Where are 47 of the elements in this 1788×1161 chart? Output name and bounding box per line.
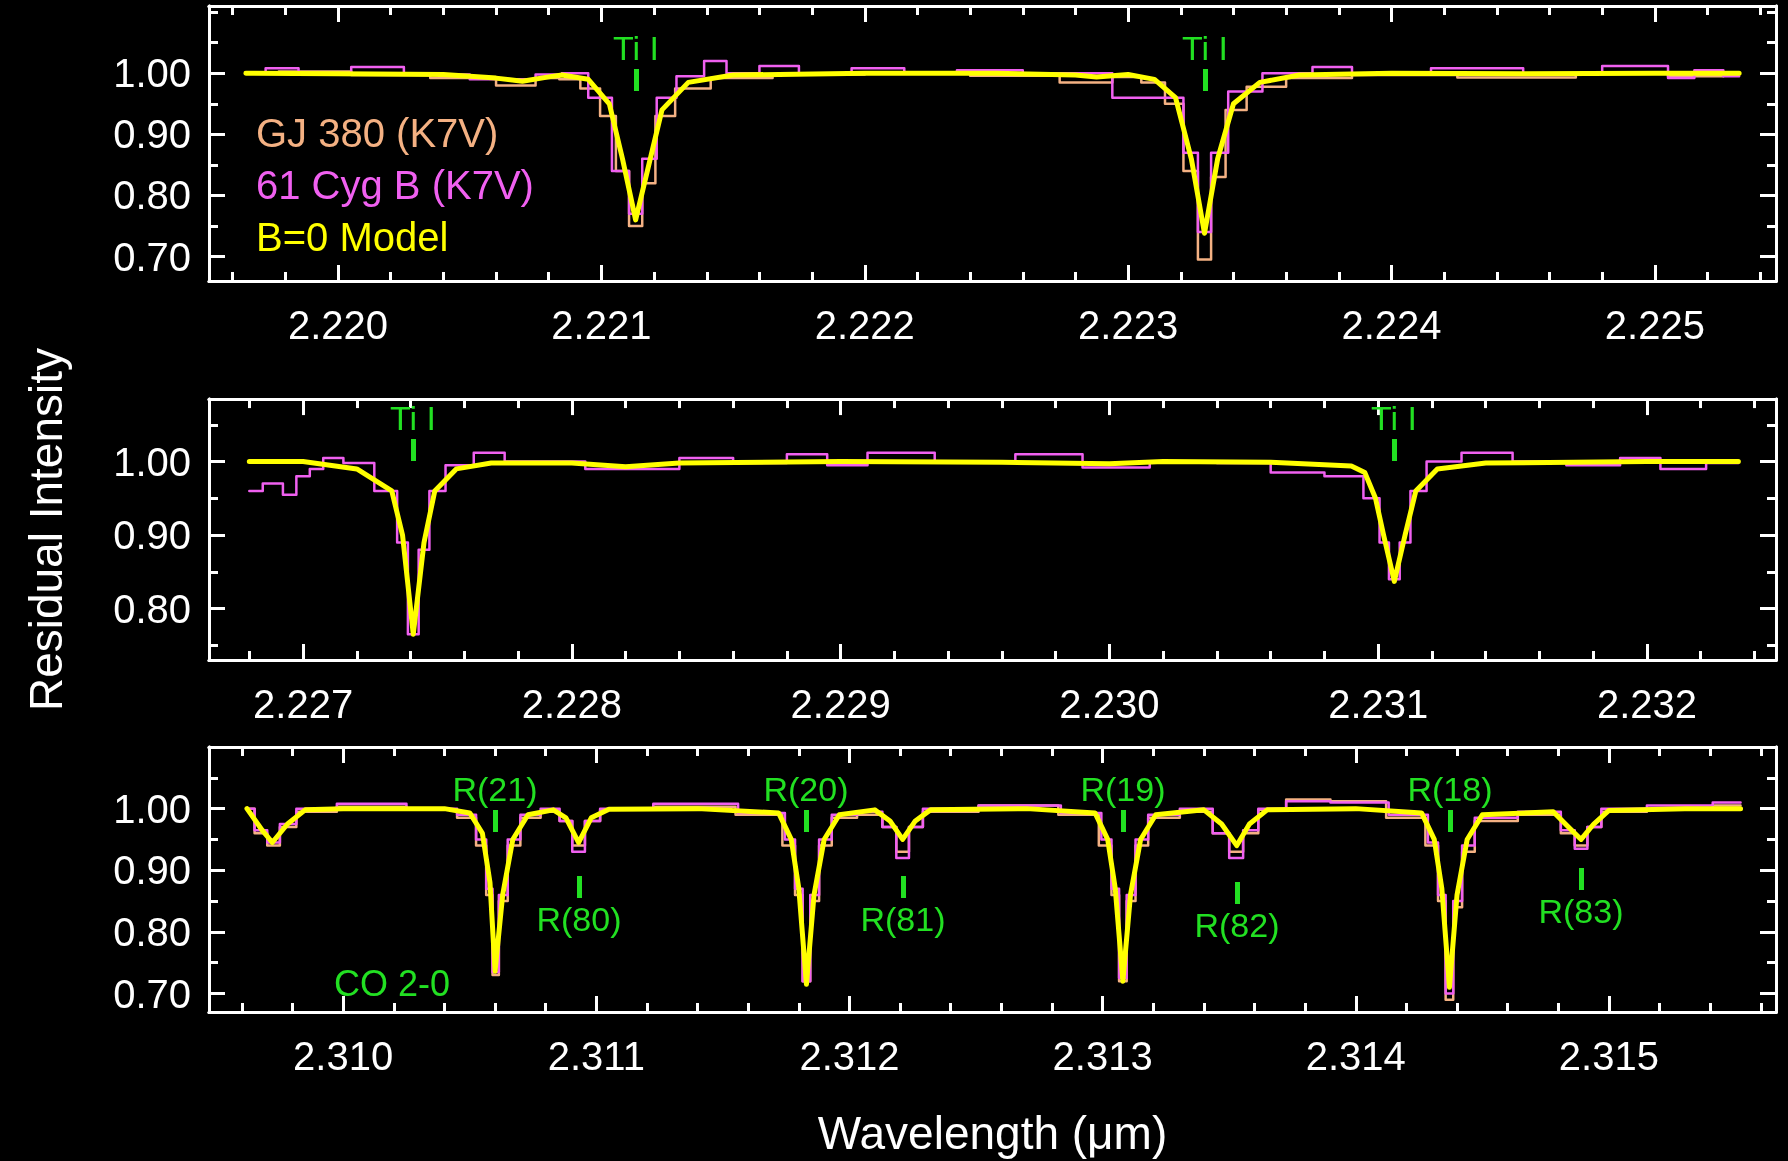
annotation: R(82) <box>1194 906 1280 944</box>
y-tick-label: 1.00 <box>113 51 191 96</box>
y-tick-label: 0.80 <box>113 909 191 954</box>
x-tick-label: 2.227 <box>253 682 354 726</box>
x-tick-label: 2.230 <box>1059 682 1160 726</box>
annotation: R(20) <box>763 770 849 808</box>
x-tick-label: 2.310 <box>293 1034 394 1078</box>
text: B=0 Model <box>256 215 449 259</box>
x-tick-label: 2.312 <box>799 1034 900 1078</box>
annotation: Ti I <box>613 29 659 67</box>
x-tick-label: 2.232 <box>1596 682 1698 726</box>
x-tick-label: 2.220 <box>287 303 389 347</box>
y-tick-label: 0.70 <box>113 234 191 279</box>
series-label: GJ 380 (K7V) <box>256 111 499 155</box>
x-axis-title: Wavelength (μm) <box>817 1107 1168 1159</box>
y-axis-title: Residual Intensity <box>20 347 72 712</box>
annotation: Ti I <box>1371 399 1417 437</box>
y-tick-label: 0.90 <box>113 112 191 157</box>
x-tick-label: 2.313 <box>1052 1034 1153 1078</box>
series-label: 61 Cyg B (K7V) <box>256 163 534 207</box>
x-tick-label: 2.221 <box>551 303 652 347</box>
x-tick-label: 2.225 <box>1604 303 1705 347</box>
x-tick-label: 2.314 <box>1305 1034 1406 1078</box>
annotation: CO 2-0 <box>334 962 451 1004</box>
annotation: Ti I <box>390 399 436 437</box>
y-tick-label: 0.90 <box>113 513 191 558</box>
y-tick-label: 0.90 <box>113 848 191 893</box>
x-tick-label: 2.223 <box>1078 303 1179 347</box>
x-tick-label: 2.224 <box>1341 303 1442 347</box>
x-tick-label: 2.311 <box>547 1034 645 1078</box>
y-tick-label: 0.80 <box>113 173 191 218</box>
annotation: R(21) <box>452 770 538 808</box>
x-tick-label: 2.231 <box>1328 682 1429 726</box>
annotation: Ti I <box>1182 29 1228 67</box>
annotation: R(83) <box>1538 892 1624 930</box>
annotation: R(80) <box>536 900 622 938</box>
x-tick-label: 2.315 <box>1558 1034 1659 1078</box>
y-tick-label: 1.00 <box>113 439 191 484</box>
annotation: R(81) <box>860 900 946 938</box>
annotation: R(19) <box>1080 770 1166 808</box>
y-tick-label: 0.70 <box>113 971 191 1016</box>
y-tick-label: 0.80 <box>113 586 191 631</box>
annotation: R(18) <box>1407 770 1493 808</box>
x-tick-label: 2.222 <box>814 303 915 347</box>
x-tick-label: 2.229 <box>790 682 891 726</box>
x-tick-label: 2.228 <box>521 682 622 726</box>
y-tick-label: 1.00 <box>113 786 191 831</box>
